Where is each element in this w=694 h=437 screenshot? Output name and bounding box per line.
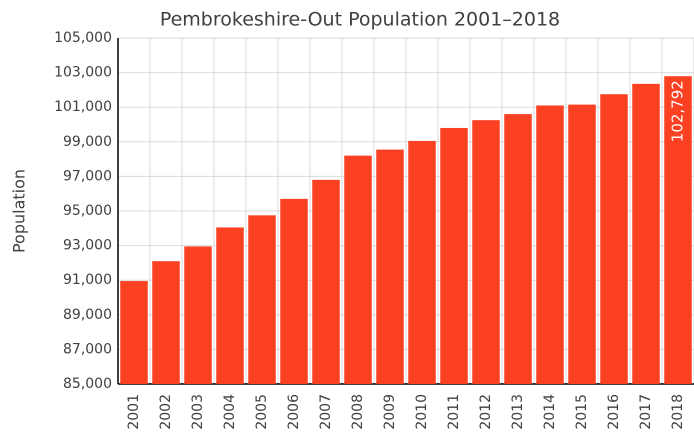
- y-tick-label: 99,000: [63, 134, 112, 150]
- x-tick-label: 2004: [222, 394, 238, 430]
- bar: [504, 114, 532, 385]
- bar: [440, 127, 468, 385]
- bar: [536, 105, 564, 384]
- y-axis-title: Population: [10, 169, 29, 253]
- x-tick-label: 2016: [606, 394, 622, 430]
- bar: [280, 198, 308, 384]
- bar: [216, 227, 244, 384]
- x-tick-label: 2011: [446, 394, 462, 430]
- bar: [184, 246, 212, 384]
- x-tick-label: 2014: [542, 394, 558, 430]
- y-tick-label: 91,000: [63, 272, 112, 288]
- y-tick-label: 93,000: [63, 238, 112, 254]
- y-tick-label: 89,000: [63, 307, 112, 323]
- bar: [408, 140, 436, 384]
- x-tick-label: 2008: [350, 394, 366, 430]
- bar: [568, 104, 596, 384]
- x-tick-label: 2009: [382, 394, 398, 430]
- x-tick-label: 2015: [574, 394, 590, 430]
- x-tick-label: 2017: [638, 394, 654, 430]
- chart-title: Pembrokeshire-Out Population 2001–2018: [160, 9, 560, 31]
- bar: [120, 281, 148, 384]
- bar: [664, 76, 692, 385]
- x-tick-label: 2001: [126, 394, 142, 430]
- y-tick-label: 101,000: [54, 99, 112, 115]
- bar: [632, 83, 660, 384]
- y-tick-label: 87,000: [63, 341, 112, 357]
- y-tick-label: 103,000: [54, 65, 112, 81]
- x-tick-label: 2013: [510, 394, 526, 430]
- y-tick-label: 97,000: [63, 168, 112, 184]
- x-tick-label: 2006: [286, 394, 302, 430]
- bar: [312, 179, 340, 384]
- bar: [376, 149, 404, 384]
- x-tick-label: 2012: [478, 394, 494, 430]
- y-tick-label: 95,000: [63, 203, 112, 219]
- y-tick-label: 105,000: [54, 30, 112, 46]
- bar: [344, 155, 372, 384]
- bar: [248, 215, 276, 384]
- x-tick-label: 2005: [254, 394, 270, 430]
- x-tick-label: 2007: [318, 394, 334, 430]
- y-tick-label: 85,000: [63, 376, 112, 392]
- x-tick-label: 2003: [190, 394, 206, 430]
- value-label: 102,792: [669, 80, 687, 142]
- x-tick-label: 2018: [670, 394, 686, 430]
- x-tick-label: 2010: [414, 394, 430, 430]
- x-tick-label: 2002: [158, 394, 174, 430]
- bar: [152, 261, 180, 384]
- bar: [600, 94, 628, 384]
- bar: [472, 120, 500, 385]
